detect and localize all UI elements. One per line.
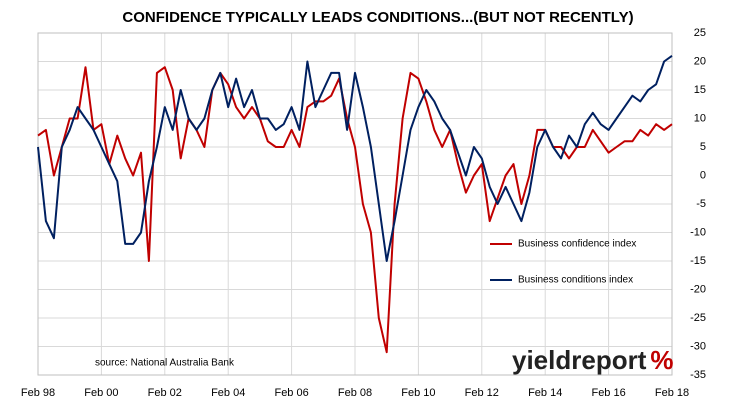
logo: yieldreport% [512,345,674,375]
x-tick-label: Feb 02 [148,387,182,399]
plot-frame [37,32,673,376]
y-tick-label: -5 [696,198,706,210]
x-tick-label: Feb 18 [655,387,689,399]
x-tick-label: Feb 12 [465,387,499,399]
x-tick-label: Feb 08 [338,387,372,399]
x-tick-label: Feb 10 [401,387,435,399]
chart-title: CONFIDENCE TYPICALLY LEADS CONDITIONS...… [122,9,633,26]
x-tick-label: Feb 98 [21,387,55,399]
y-tick-label: 25 [694,27,706,39]
y-tick-label: 20 [694,55,706,67]
series-line [37,66,673,354]
y-tick-label: -10 [690,226,706,238]
x-tick-label: Feb 16 [591,387,625,399]
y-tick-label: 5 [700,141,706,153]
x-tick-label: Feb 06 [274,387,308,399]
series-line [37,54,673,262]
x-tick-label: Feb 04 [211,387,245,399]
y-tick-label: -35 [690,369,706,381]
y-tick-label: -30 [690,340,706,352]
y-tick-label: -15 [690,255,706,267]
y-tick-label: -20 [690,283,706,295]
y-tick-label: 10 [694,112,706,124]
legend-label: Business confidence index [518,239,636,250]
x-tick-label: Feb 00 [84,387,118,399]
y-tick-label: 15 [694,84,706,96]
y-tick-label: -25 [690,312,706,324]
y-tick-label: 0 [700,169,706,181]
x-tick-label: Feb 14 [528,387,562,399]
legend-label: Business conditions index [518,275,633,286]
logo-symbol: % [650,345,673,375]
source: source: National Australia Bank [95,358,235,369]
logo-text: yieldreport [512,345,647,375]
